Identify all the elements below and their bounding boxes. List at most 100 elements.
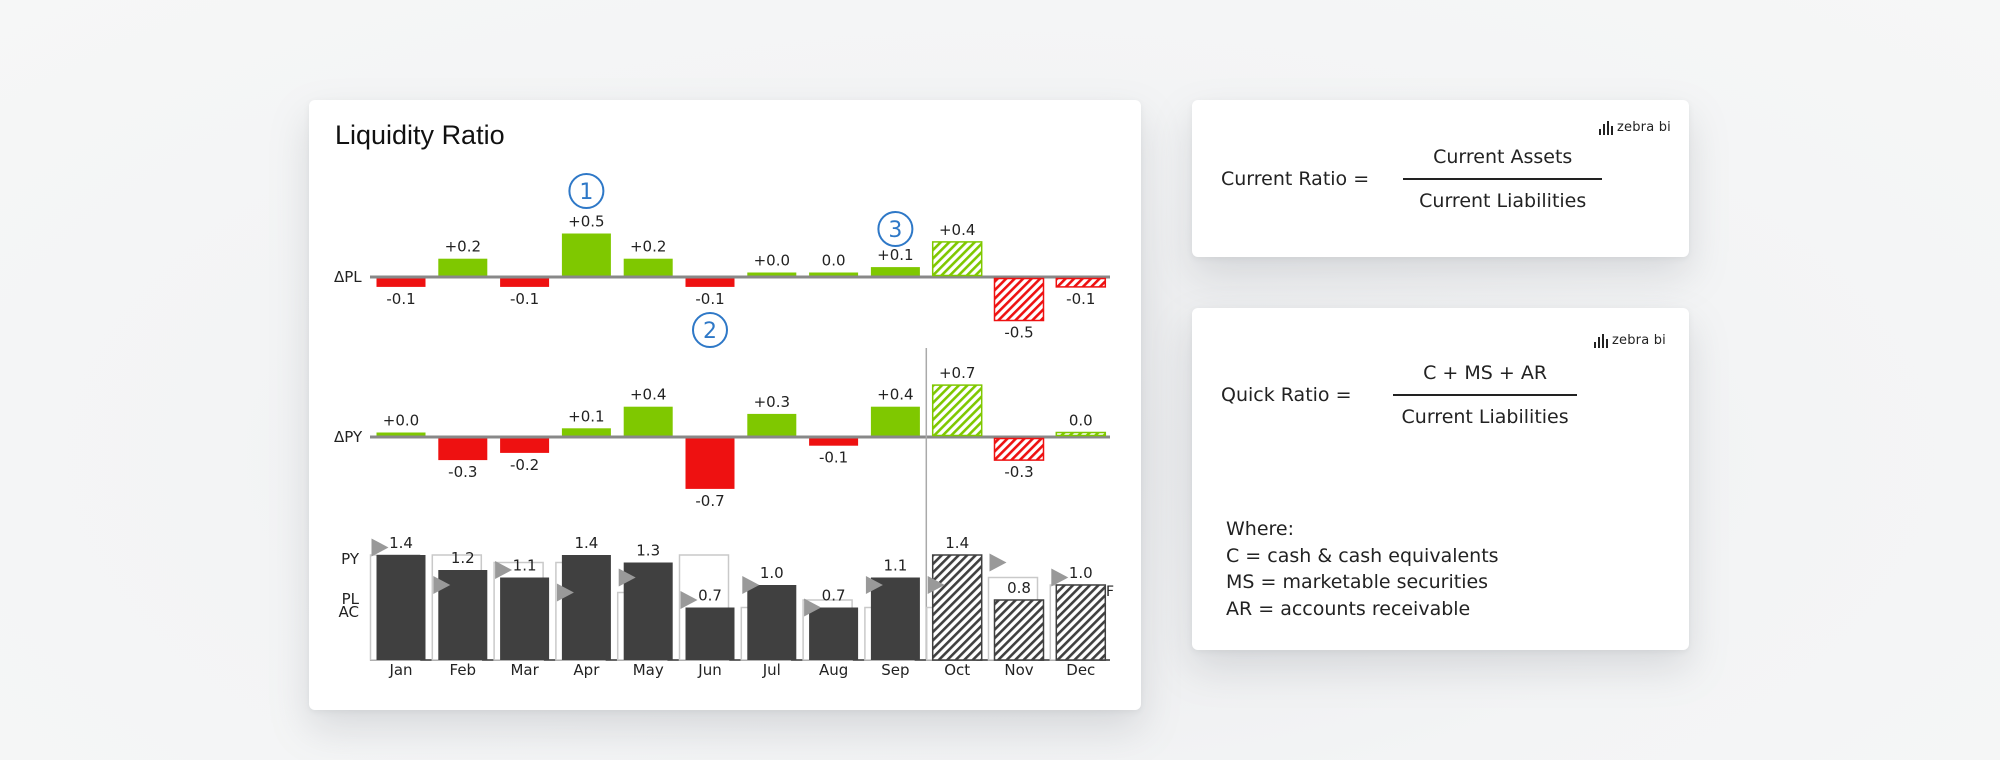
delta-pl-value-label-mar: -0.1 — [510, 290, 539, 308]
delta-py-bar-feb — [438, 438, 488, 461]
delta-py-bar-may — [623, 406, 673, 436]
delta-pl-bar-may — [623, 258, 673, 276]
delta-py-value-label-oct: +0.7 — [939, 364, 975, 382]
ac-value-label-may: 1.3 — [636, 542, 660, 560]
pl-marker-jul — [742, 576, 760, 594]
pl-marker-dec — [1051, 568, 1069, 587]
category-label-feb: Feb — [450, 661, 477, 679]
delta-pl-value-label-feb: +0.2 — [445, 238, 481, 256]
delta-py-value-label-may: +0.4 — [630, 386, 666, 404]
quick-ratio-definitions: Where: C = cash & cash equivalents MS = … — [1226, 516, 1499, 622]
delta-py-bar-oct — [931, 384, 983, 437]
ac-bar-dec — [1055, 584, 1107, 661]
ac-bar-jul — [747, 585, 797, 660]
liquidity-ratio-chart: ΔPL -0.1 +0.2 -0.1 +0.5 +0.2 -0.1 +0.0 0.0 +0.1 +0… — [334, 173, 1124, 679]
logo-text: zebra bi — [1612, 333, 1666, 348]
logo-text: zebra bi — [1617, 120, 1671, 135]
delta-py-value-label-apr: +0.1 — [568, 407, 604, 425]
pl-marker-oct — [927, 576, 945, 594]
delta-py-value-label-mar: -0.2 — [510, 456, 539, 474]
ac-bar-sep — [870, 577, 920, 660]
ac-value-label-mar: 1.1 — [513, 557, 537, 575]
zebra-bi-logo: zebra bi — [1594, 333, 1666, 348]
annotation-number-1: 1 — [579, 180, 593, 205]
pl-marker-apr — [556, 583, 574, 602]
pl-marker-may — [618, 568, 636, 587]
current-ratio-label: Current Ratio = — [1221, 168, 1370, 190]
delta-py-value-label-jul: +0.3 — [754, 393, 790, 411]
ac-value-label-jul: 1.0 — [760, 564, 784, 582]
category-label-nov: Nov — [1004, 661, 1033, 679]
where-heading: Where: — [1226, 518, 1295, 540]
delta-pl-bar-feb — [438, 258, 488, 276]
delta-pl-bar-aug — [809, 272, 859, 276]
quick-ratio-fraction: C + MS + AR Current Liabilities — [1372, 362, 1599, 428]
delta-pl-value-label-nov: -0.5 — [1004, 324, 1033, 342]
annotation-number-3: 3 — [888, 218, 902, 243]
pl-marker-aug — [804, 598, 822, 617]
annotation-number-2: 2 — [703, 319, 717, 344]
definition-cash: C = cash & cash equivalents — [1226, 544, 1499, 567]
annotation-circle-3 — [877, 211, 914, 247]
delta-pl-value-label-may: +0.2 — [630, 238, 666, 256]
definition-accounts-receivable: AR = accounts receivable — [1226, 597, 1471, 620]
category-label-mar: Mar — [510, 661, 539, 679]
ac-value-label-oct: 1.4 — [945, 534, 969, 552]
ac-value-label-nov: 0.8 — [1007, 579, 1031, 597]
delta-pl-bar-jul — [747, 272, 797, 276]
ac-bar-nov — [993, 599, 1045, 661]
pl-marker-feb — [433, 576, 451, 594]
delta-py-value-label-jan: +0.0 — [383, 412, 419, 430]
delta-py-bar-apr — [561, 428, 611, 436]
delta-py-bar-nov — [993, 437, 1045, 461]
pl-marker-jun — [680, 591, 698, 609]
category-label-aug: Aug — [819, 661, 848, 679]
ac-bar-jan — [376, 555, 426, 660]
ac-bar-jun — [685, 607, 735, 660]
ac-value-label-jan: 1.4 — [389, 534, 413, 552]
delta-pl-value-label-jun: -0.1 — [695, 290, 724, 308]
legend-ac: AC — [339, 603, 359, 621]
category-label-apr: Apr — [573, 661, 600, 679]
delta-pl-value-label-apr: +0.5 — [568, 213, 604, 231]
quick-ratio-formula: Quick Ratio = C + MS + AR Current Liabil… — [1221, 362, 1599, 428]
zebra-bi-logo-icon — [1594, 333, 1608, 348]
category-label-jan: Jan — [388, 661, 412, 679]
ac-value-label-apr: 1.4 — [574, 534, 598, 552]
delta-pl-value-label-sep: +0.1 — [877, 246, 913, 264]
forecast-label: FC — [1106, 584, 1124, 600]
delta-pl-bar-jan — [376, 278, 426, 287]
current-ratio-card: zebra bi Current Ratio = Current Assets … — [1192, 100, 1689, 257]
delta-pl-value-label-oct: +0.4 — [939, 221, 975, 239]
delta-py-bar-mar — [500, 438, 550, 453]
delta-py-row-label: ΔPY — [334, 428, 363, 446]
pl-marker-jan — [371, 538, 389, 557]
chart-title: Liquidity Ratio — [335, 120, 505, 150]
delta-py-bar-jan — [376, 432, 426, 436]
zebra-bi-logo-icon — [1599, 120, 1613, 135]
delta-py-bar-dec — [1055, 431, 1107, 437]
quick-ratio-numerator: C + MS + AR — [1393, 362, 1578, 396]
delta-py-bar-jun — [685, 438, 735, 489]
delta-pl-value-label-jul: +0.0 — [754, 252, 790, 270]
annotation-circle-2 — [692, 312, 728, 348]
definition-marketable-securities: MS = marketable securities — [1226, 571, 1489, 593]
ac-bar-mar — [500, 577, 550, 660]
delta-py-bar-sep — [870, 406, 920, 436]
zebra-bi-logo: zebra bi — [1599, 120, 1671, 135]
delta-py-bar-aug — [809, 438, 859, 446]
current-ratio-formula: Current Ratio = Current Assets Current L… — [1221, 146, 1616, 212]
delta-pl-row-label: ΔPL — [334, 268, 362, 286]
delta-py-value-label-nov: -0.3 — [1004, 463, 1033, 481]
category-label-oct: Oct — [944, 661, 970, 679]
delta-pl-bar-apr — [561, 233, 611, 276]
category-label-jun: Jun — [697, 661, 721, 679]
delta-pl-bar-mar — [500, 278, 550, 287]
annotation-circle-1 — [568, 173, 605, 209]
delta-py-value-label-aug: -0.1 — [819, 449, 848, 467]
pl-marker-sep — [865, 576, 883, 594]
quick-ratio-card: zebra bi Quick Ratio = C + MS + AR Curre… — [1192, 308, 1689, 650]
ac-value-label-feb: 1.2 — [451, 549, 475, 567]
delta-pl-value-label-dec: -0.1 — [1066, 290, 1095, 308]
delta-py-value-label-dec: 0.0 — [1069, 412, 1093, 430]
